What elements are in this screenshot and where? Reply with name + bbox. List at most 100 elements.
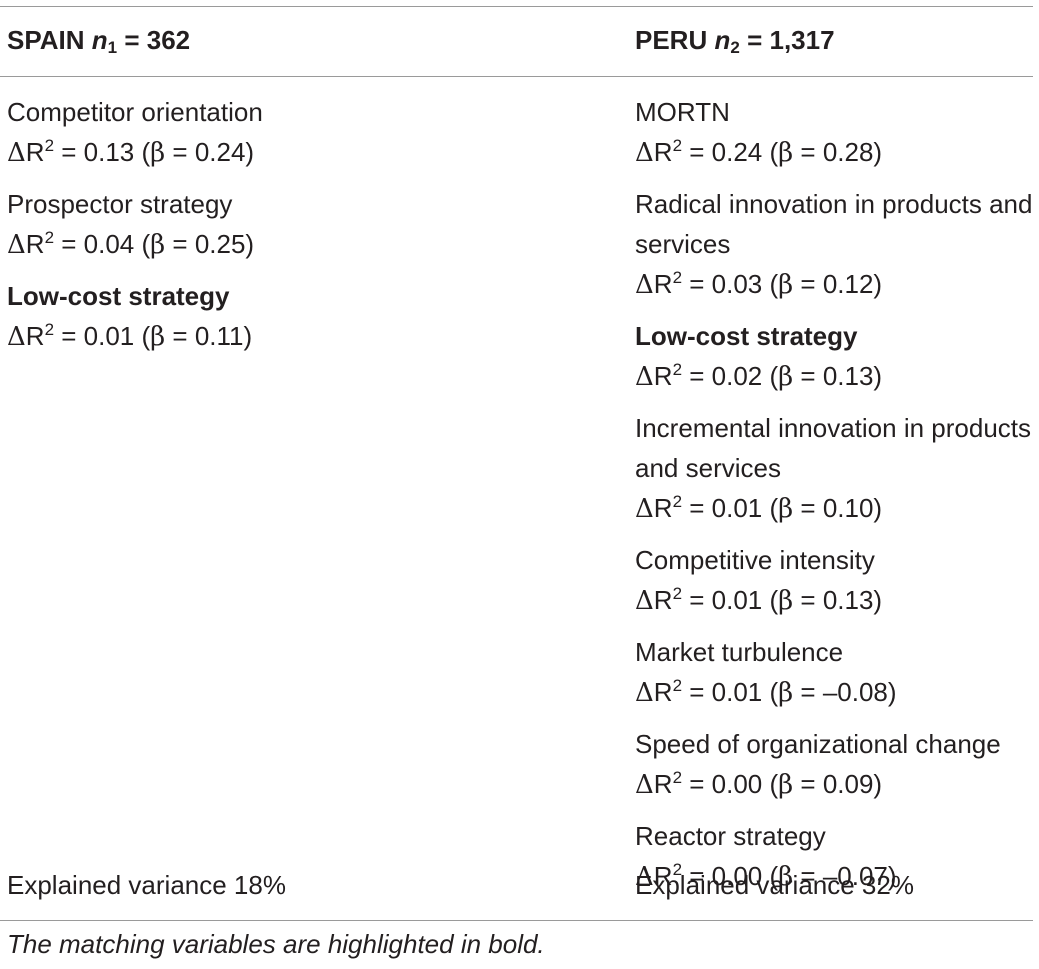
delta-symbol: Δ: [635, 862, 654, 892]
variable-stat: ΔR2 = 0.01 (β = 0.11): [7, 316, 607, 357]
beta-symbol: β: [778, 362, 794, 392]
r-symbol: R: [653, 269, 673, 299]
delta-symbol: Δ: [635, 362, 654, 392]
delta-symbol: Δ: [7, 230, 26, 260]
r-exponent: 2: [672, 268, 683, 287]
delta-symbol: Δ: [635, 678, 654, 708]
variable-name: Radical innovation in products and servi…: [635, 189, 1033, 259]
r-exponent: 2: [44, 320, 55, 339]
variable-stat: ΔR2 = 0.00 (β = –0.07): [635, 856, 1035, 897]
variable-name: Reactor strategy: [635, 821, 826, 851]
delta-r2-value: = 0.00 (: [682, 769, 779, 799]
bottom-rule: [0, 920, 1033, 921]
delta-r2-value: = 0.01 (: [682, 585, 779, 615]
r-symbol: R: [653, 769, 673, 799]
delta-symbol: Δ: [635, 494, 654, 524]
delta-r2-value: = 0.24 (: [682, 137, 779, 167]
spain-entry: Low-cost strategy ΔR2 = 0.01 (β = 0.11): [7, 276, 607, 357]
spain-column: Competitor orientation ΔR2 = 0.13 (β = 0.…: [7, 92, 607, 357]
r-exponent: 2: [672, 860, 683, 879]
r-exponent: 2: [44, 136, 55, 155]
beta-value: = 0.11): [165, 321, 253, 351]
beta-value: = 0.13): [793, 585, 883, 615]
variable-stat: ΔR2 = 0.03 (β = 0.12): [635, 264, 1035, 305]
variable-stat: ΔR2 = 0.04 (β = 0.25): [7, 224, 607, 265]
delta-symbol: Δ: [635, 138, 654, 168]
peru-entry: Competitive intensity ΔR2 = 0.01 (β = 0.1…: [635, 540, 1035, 621]
r-exponent: 2: [672, 492, 683, 511]
r-symbol: R: [653, 493, 673, 523]
peru-entry: Reactor strategy ΔR2 = 0.00 (β = –0.07): [635, 816, 1035, 897]
delta-r2-value: = 0.03 (: [682, 269, 779, 299]
delta-r2-value: = 0.02 (: [682, 361, 779, 391]
peru-entry: Radical innovation in products and servi…: [635, 184, 1035, 305]
variable-name: Low-cost strategy: [635, 321, 858, 351]
variable-name: Incremental innovation in products and s…: [635, 413, 1032, 483]
delta-symbol: Δ: [635, 586, 654, 616]
spain-explained-variance: Explained variance 18%: [7, 870, 286, 900]
r-symbol: R: [25, 137, 45, 167]
delta-symbol: Δ: [7, 322, 26, 352]
header-rule: [0, 76, 1033, 77]
beta-symbol: β: [150, 138, 166, 168]
r-symbol: R: [653, 861, 673, 891]
header-peru: PERU n2 = 1,317: [635, 25, 835, 57]
beta-symbol: β: [778, 770, 794, 800]
beta-symbol: β: [778, 270, 794, 300]
variable-stat: ΔR2 = 0.01 (β = 0.13): [635, 580, 1035, 621]
spain-entry: Competitor orientation ΔR2 = 0.13 (β = 0.…: [7, 92, 607, 173]
variable-name: Competitor orientation: [7, 97, 263, 127]
r-symbol: R: [653, 137, 673, 167]
beta-value: = 0.13): [793, 361, 883, 391]
delta-symbol: Δ: [7, 138, 26, 168]
variable-stat: ΔR2 = 0.00 (β = 0.09): [635, 764, 1035, 805]
spain-entry: Prospector strategy ΔR2 = 0.04 (β = 0.25): [7, 184, 607, 265]
variable-stat: ΔR2 = 0.02 (β = 0.13): [635, 356, 1035, 397]
delta-r2-value: = 0.01 (: [682, 493, 779, 523]
r-symbol: R: [653, 677, 673, 707]
delta-r2-value: = 0.04 (: [54, 229, 151, 259]
r-symbol: R: [25, 229, 45, 259]
r-exponent: 2: [672, 676, 683, 695]
beta-value: = –0.08): [793, 677, 897, 707]
peru-entry: MORTN ΔR2 = 0.24 (β = 0.28): [635, 92, 1035, 173]
variable-stat: ΔR2 = 0.01 (β = 0.10): [635, 488, 1035, 529]
beta-symbol: β: [778, 494, 794, 524]
r-exponent: 2: [44, 228, 55, 247]
beta-value: = 0.09): [793, 769, 883, 799]
variable-name: Prospector strategy: [7, 189, 233, 219]
beta-value: = 0.12): [793, 269, 883, 299]
r-symbol: R: [653, 361, 673, 391]
peru-entry: Incremental innovation in products and s…: [635, 408, 1035, 529]
top-rule: [0, 6, 1033, 7]
variable-name: Speed of organizational change: [635, 729, 1001, 759]
variable-name: Low-cost strategy: [7, 281, 230, 311]
peru-explained-variance: Explained variance 32%: [635, 870, 914, 900]
delta-r2-value: = 0.01 (: [54, 321, 151, 351]
variable-stat: ΔR2 = 0.13 (β = 0.24): [7, 132, 607, 173]
beta-symbol: β: [778, 586, 794, 616]
delta-symbol: Δ: [635, 770, 654, 800]
r-exponent: 2: [672, 584, 683, 603]
variable-name: Competitive intensity: [635, 545, 875, 575]
beta-value: = 0.25): [165, 229, 255, 259]
beta-symbol: β: [150, 230, 166, 260]
table-footnote: The matching variables are highlighted i…: [7, 929, 545, 959]
header-spain: SPAIN n1 = 362: [7, 25, 191, 57]
beta-symbol: β: [778, 138, 794, 168]
beta-symbol: β: [150, 322, 166, 352]
delta-r2-value: = 0.00 (: [682, 861, 779, 891]
variable-name: Market turbulence: [635, 637, 844, 667]
variable-stat: ΔR2 = 0.24 (β = 0.28): [635, 132, 1035, 173]
r-exponent: 2: [672, 768, 683, 787]
beta-value: = –0.07): [793, 861, 897, 891]
beta-value: = 0.10): [793, 493, 883, 523]
peru-column: MORTN ΔR2 = 0.24 (β = 0.28) Radical innova…: [635, 92, 1035, 897]
peru-entry: Market turbulence ΔR2 = 0.01 (β = –0.08): [635, 632, 1035, 713]
r-exponent: 2: [672, 360, 683, 379]
r-exponent: 2: [672, 136, 683, 155]
beta-symbol: β: [778, 862, 794, 892]
delta-r2-value: = 0.01 (: [682, 677, 779, 707]
variable-stat: ΔR2 = 0.01 (β = –0.08): [635, 672, 1035, 713]
